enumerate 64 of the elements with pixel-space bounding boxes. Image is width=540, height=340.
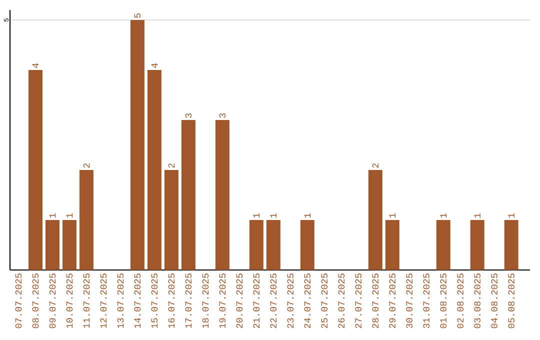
x-tick-label: 21.07.2025	[253, 274, 260, 328]
x-tick-label: 03.08.2025	[474, 274, 480, 328]
x-tick-label: 16.07.2025	[168, 274, 175, 328]
bar	[215, 120, 230, 270]
x-tick-label: 01.08.2025	[440, 274, 446, 328]
x-tick-label: 23.07.2025	[287, 274, 294, 328]
x-tick-label: 26.07.2025	[338, 274, 345, 328]
bar	[266, 220, 280, 270]
x-tick-label: 22.07.2025	[270, 274, 277, 328]
data-label: 1	[474, 213, 480, 218]
data-label: 1	[304, 213, 310, 218]
data-label: 2	[372, 163, 378, 168]
x-tick-label: 19.07.2025	[219, 274, 226, 328]
data-label: 1	[253, 213, 260, 218]
bar	[147, 70, 162, 270]
x-tick-label: 02.08.2025	[457, 274, 464, 328]
bar	[385, 220, 400, 270]
bar	[249, 220, 264, 270]
x-tick-label: 31.07.2025	[423, 274, 430, 328]
x-tick-label: 05.08.2025	[508, 274, 514, 328]
data-label: 2	[168, 163, 175, 168]
bar	[130, 20, 144, 270]
x-tick-label: 18.07.2025	[202, 274, 209, 328]
x-tick-label: 13.07.2025	[117, 274, 124, 328]
data-label: 1	[270, 213, 276, 218]
bar	[79, 170, 94, 270]
data-label: 1	[440, 213, 446, 218]
x-tick-label: 17.07.2025	[185, 274, 192, 328]
x-tick-label: 12.07.2025	[100, 274, 107, 328]
x-tick-label: 24.07.2025	[304, 274, 311, 328]
x-tick-label: 28.07.2025	[372, 274, 379, 328]
x-tick-label: 15.07.2025	[151, 274, 158, 328]
bar	[470, 220, 484, 270]
bar	[62, 220, 76, 270]
x-tick-label: 29.07.2025	[389, 274, 396, 328]
data-label: 1	[66, 213, 73, 218]
bar	[368, 170, 382, 270]
bar	[300, 220, 314, 270]
bar	[181, 120, 196, 270]
data-label: 2	[83, 163, 90, 168]
data-label: 4	[32, 63, 39, 68]
x-tick-label: 27.07.2025	[355, 274, 362, 328]
data-label: 4	[151, 63, 158, 68]
x-tick-label: 30.07.2025	[406, 274, 412, 328]
x-tick-label: 08.07.2025	[32, 274, 39, 328]
x-tick-label: 14.07.2025	[134, 274, 141, 328]
data-label: 3	[219, 113, 226, 118]
bar	[45, 220, 60, 270]
bar	[436, 220, 450, 270]
x-tick-label: 10.07.2025	[66, 274, 73, 328]
x-tick-label: 04.08.2025	[491, 274, 498, 328]
data-label: 1	[389, 213, 396, 218]
data-label: 1	[508, 213, 514, 218]
x-tick-label: 09.07.2025	[49, 274, 56, 328]
x-tick-label: 07.07.2025	[15, 274, 22, 328]
bar	[28, 70, 42, 270]
data-label: 1	[49, 213, 56, 218]
bar	[164, 170, 178, 270]
x-tick-label: 11.07.2025	[83, 274, 90, 328]
data-label: 5	[134, 13, 141, 18]
bar	[504, 220, 518, 270]
data-label: 3	[185, 113, 192, 118]
x-tick-label: 25.07.2025	[321, 274, 328, 328]
x-tick-label: 20.07.2025	[236, 274, 243, 328]
